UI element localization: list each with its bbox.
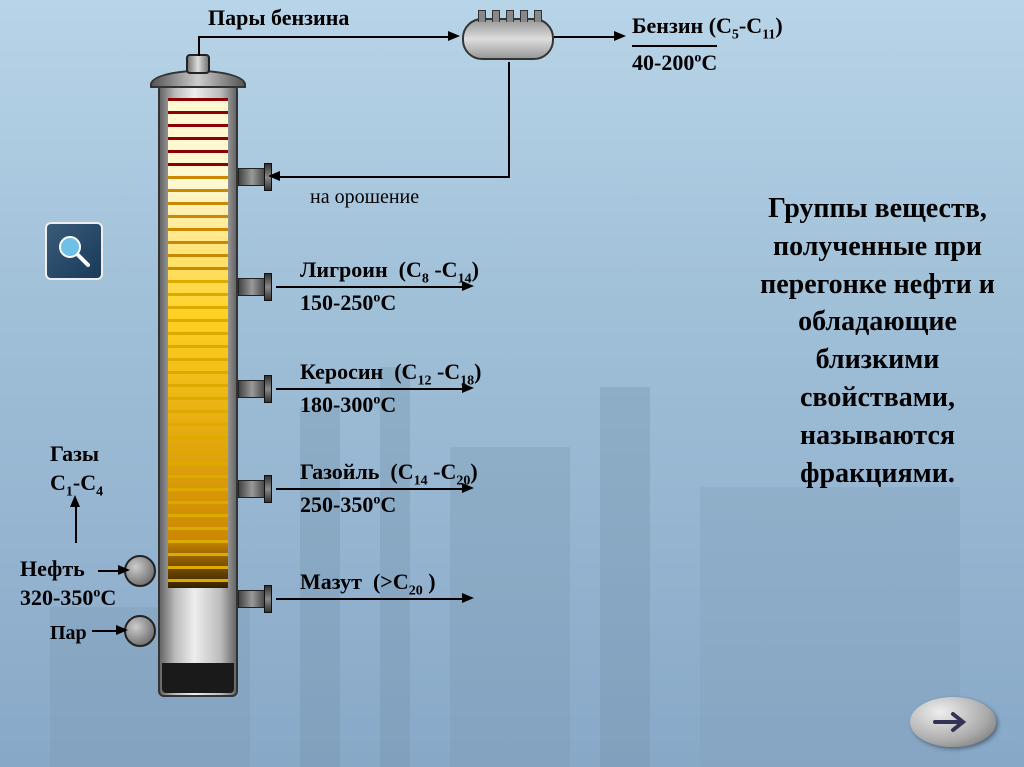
reflux-flange [238,168,266,186]
pipe [554,36,616,38]
pipe [75,505,77,543]
arrow-icon [462,593,474,603]
outlet-cap [264,585,272,613]
arrow-right-icon [933,710,973,734]
condenser [462,18,554,60]
arrow-icon [448,31,460,41]
fraction-label: Мазут (>C20 ) [300,568,436,601]
condenser-fins [478,10,542,22]
fraction-label: Лигроин (C8 -C14)150-250oС [300,256,479,317]
arrow-icon [268,171,280,181]
arrow-icon [116,625,128,635]
outlet-flange [238,590,266,608]
pipe [198,36,450,38]
gases-label: ГазыC1-C4 [50,440,103,501]
next-button[interactable] [910,697,996,747]
outlet-cap [264,375,272,403]
steam-label: Пар [50,620,87,646]
pipe [198,36,200,56]
oil-feed-label: Нефть320-350oС [20,555,116,612]
pipe [508,62,510,176]
outlet-cap [264,273,272,301]
magnifier-icon [56,233,92,269]
zoom-button[interactable] [45,222,103,280]
outlet-cap [264,475,272,503]
outlet-flange [238,480,266,498]
outlet-flange [238,278,266,296]
pipe [278,176,510,178]
outlet-flange [238,380,266,398]
benzin-label: Бензин (C5-C11) 40-200o°СС [632,12,783,77]
feed-inlet-steam [124,615,156,647]
arrow-icon [118,565,130,575]
column-top-valve [186,54,210,74]
column-interior [168,98,228,588]
column-residue [162,663,234,693]
fraction-label: Керосин (C12 -C18)180-300oС [300,358,482,419]
reflux-label: на орошение [310,184,419,210]
arrow-icon [614,31,626,41]
arrow-icon [70,495,80,507]
vapor-label: Пары бензина [208,4,349,33]
fraction-label: Газойль (C14 -C20)250-350oС [300,458,478,519]
explanation-text: Группы веществ, полученные при перегонке… [745,190,1010,492]
